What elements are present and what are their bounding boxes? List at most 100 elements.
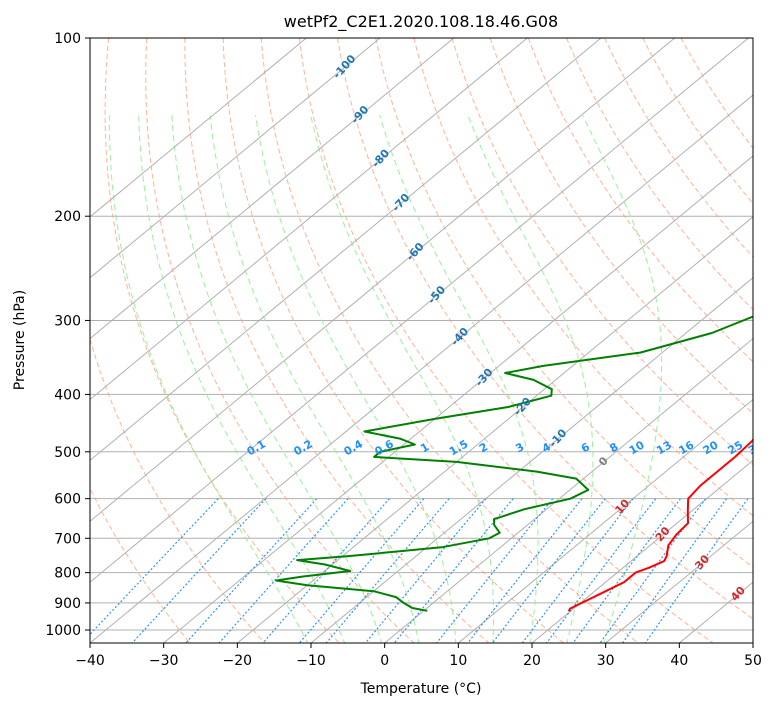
mixing-ratio-label: 1 bbox=[418, 440, 431, 455]
isotherm-line bbox=[236, 216, 753, 643]
dry-adiabat-line bbox=[145, 38, 415, 643]
x-tick-label: 20 bbox=[523, 653, 541, 669]
mixing-ratio-label: 3 bbox=[513, 440, 526, 455]
mixing-ratio-label: 6 bbox=[579, 440, 592, 455]
isotherm-label: -60 bbox=[404, 240, 427, 264]
dewpoint-profile-line bbox=[275, 315, 753, 612]
mixing-ratio-label: 0.1 bbox=[245, 437, 268, 458]
isotherm-line bbox=[383, 337, 753, 643]
isotherm-line bbox=[531, 459, 753, 643]
isotherm-line bbox=[90, 38, 455, 340]
y-tick-label: 800 bbox=[54, 566, 81, 582]
y-tick-label: 900 bbox=[54, 596, 81, 612]
plot-frame bbox=[89, 37, 754, 644]
dry-adiabat-line bbox=[566, 38, 753, 311]
x-tick-label: 50 bbox=[744, 653, 762, 669]
moist-adiabat-line bbox=[171, 115, 383, 643]
dry-adiabat-line bbox=[413, 38, 753, 517]
moist-adiabat-line bbox=[108, 115, 309, 643]
moist-adiabat-line bbox=[582, 114, 663, 643]
dry-adiabat-line bbox=[375, 38, 753, 568]
dry-adiabat-line bbox=[104, 38, 340, 643]
mixing-ratio-line bbox=[325, 498, 450, 643]
y-tick-label: 1000 bbox=[45, 623, 81, 639]
mixing-ratio-line bbox=[521, 498, 634, 643]
moist-adiabat-line bbox=[138, 115, 346, 643]
grid-layer bbox=[90, 38, 753, 631]
x-tick-label: −40 bbox=[75, 653, 105, 669]
isotherm-label: -40 bbox=[448, 325, 471, 349]
isotherm-line bbox=[90, 38, 308, 218]
mixing-ratio-line bbox=[644, 498, 749, 643]
isotherm-line bbox=[162, 155, 753, 643]
y-tick-label: 500 bbox=[54, 445, 81, 461]
y-tick-label: 700 bbox=[54, 531, 81, 547]
isotherm-label: -70 bbox=[390, 191, 413, 215]
isotherm-label: -90 bbox=[349, 103, 372, 127]
isotherm-line bbox=[90, 38, 676, 522]
moist-adiabat-line bbox=[209, 115, 420, 643]
y-axis-label: Pressure (hPa) bbox=[12, 290, 28, 390]
mixing-ratio-label: 20 bbox=[701, 438, 721, 457]
dry-adiabat-line bbox=[90, 337, 266, 643]
x-tick-label: 10 bbox=[449, 653, 467, 669]
isotherm-line bbox=[90, 38, 750, 583]
dry-adiabat-line bbox=[642, 38, 753, 205]
mixing-ratio-line bbox=[621, 498, 728, 643]
mixing-ratio-line bbox=[218, 498, 349, 643]
isotherm-label: -100 bbox=[330, 52, 358, 81]
mixing-ratio-label: 13 bbox=[654, 438, 674, 457]
y-tick-label: 200 bbox=[54, 209, 81, 225]
dry-adiabat-line bbox=[680, 38, 753, 150]
mixing-ratio-line bbox=[491, 498, 606, 643]
mixing-ratio-line bbox=[131, 498, 267, 643]
mixing-ratio-line bbox=[545, 498, 657, 643]
y-tick-label: 300 bbox=[54, 313, 81, 329]
isotherm-label: -20 bbox=[511, 395, 534, 419]
temperature-profile-line bbox=[567, 438, 753, 612]
isotherm-line bbox=[90, 38, 602, 462]
x-axis-label: Temperature (°C) bbox=[360, 681, 482, 697]
x-tick-label: −10 bbox=[296, 653, 326, 669]
background-lines bbox=[90, 38, 753, 643]
mixing-ratio-line bbox=[262, 498, 390, 643]
dry-adiabat-line bbox=[260, 38, 640, 643]
y-tick-label: 600 bbox=[54, 492, 81, 508]
moist-adiabat-line bbox=[255, 115, 457, 643]
plot-area: 0.1 0.2 0.4 0.6 1 1.5 2 3 4 6 8 10 13 16 20 25 30 36-100-… bbox=[90, 38, 753, 643]
isotherm-label: -80 bbox=[369, 147, 392, 171]
mixing-ratio-label: 16 bbox=[676, 438, 696, 457]
dry-adiabat-line bbox=[222, 38, 565, 643]
isotherm-line bbox=[310, 277, 753, 643]
isotherm-line bbox=[90, 94, 753, 643]
mixing-ratio-line bbox=[185, 498, 318, 643]
chart-title: wetPf2_C2E1.2020.108.18.46.G08 bbox=[284, 12, 558, 32]
x-tick-label: 30 bbox=[597, 653, 615, 669]
moist-adiabat-line bbox=[379, 115, 539, 643]
mixing-ratio-line bbox=[572, 498, 681, 643]
x-tick-label: −20 bbox=[223, 653, 253, 669]
mixing-ratio-label: 1.5 bbox=[447, 437, 470, 458]
y-tick-label: 100 bbox=[54, 31, 81, 47]
mixing-ratio-label: 0.6 bbox=[372, 437, 396, 458]
x-axis: −40 −30 −20 −10 0 10 20 30 40 50 bbox=[75, 643, 762, 669]
dry-adiabat-line bbox=[90, 487, 191, 643]
dry-adiabat-line bbox=[527, 38, 753, 363]
mixing-ratio-label: 10 bbox=[627, 438, 647, 457]
isotherm-label: -30 bbox=[473, 366, 496, 390]
y-tick-label: 400 bbox=[54, 387, 81, 403]
dry-adiabat-line bbox=[337, 38, 753, 620]
mixing-ratio-label: 0.4 bbox=[342, 437, 366, 458]
mixing-ratio-label: 2 bbox=[477, 440, 490, 455]
moist-adiabat-line bbox=[310, 115, 495, 643]
mixing-ratio-line bbox=[599, 498, 707, 643]
x-tick-label: 0 bbox=[380, 653, 389, 669]
dry-adiabat-line bbox=[489, 38, 753, 414]
isotherm-line bbox=[752, 642, 753, 643]
isotherm-line bbox=[90, 38, 529, 401]
series-layer bbox=[275, 315, 753, 612]
x-tick-label: −30 bbox=[149, 653, 179, 669]
mixing-ratio-label: 0.2 bbox=[292, 437, 315, 458]
isotherm-line bbox=[457, 398, 753, 643]
dry-adiabat-line bbox=[184, 38, 490, 643]
